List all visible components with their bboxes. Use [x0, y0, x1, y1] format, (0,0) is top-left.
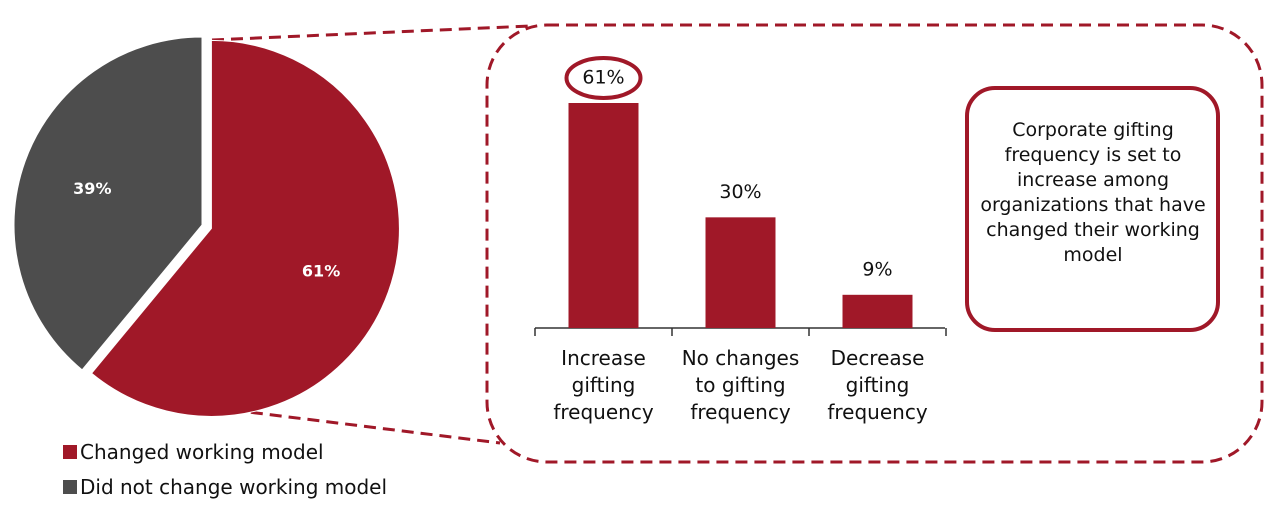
- legend-label: Changed working model: [80, 440, 324, 464]
- highlight-ring: [564, 56, 643, 100]
- x-tick-label: No changes to gifting frequency: [681, 346, 800, 424]
- slice-label: 39%: [73, 179, 111, 198]
- value-label: 61%: [582, 67, 624, 89]
- pie-slice: [13, 36, 203, 371]
- x-tick-label: Increase gifting frequency: [553, 346, 654, 424]
- slice-label: 61%: [302, 261, 340, 280]
- connector: [231, 408, 501, 445]
- connector: [211, 24, 531, 42]
- value-label: 9%: [862, 258, 892, 280]
- value-label: 30%: [719, 181, 761, 203]
- pie-slice: [90, 39, 400, 417]
- bar: [842, 294, 913, 328]
- x-tick-label: Decrease gifting frequency: [827, 346, 928, 424]
- bar: [568, 103, 639, 328]
- note-box: [965, 86, 1220, 332]
- annotation: Corporate gifting frequency is set to in…: [980, 119, 1206, 266]
- bar: [705, 217, 776, 328]
- zoom-frame: [485, 23, 1264, 464]
- legend-label: Did not change working model: [80, 475, 388, 499]
- legend-swatch: [63, 445, 77, 459]
- legend-swatch: [63, 480, 77, 494]
